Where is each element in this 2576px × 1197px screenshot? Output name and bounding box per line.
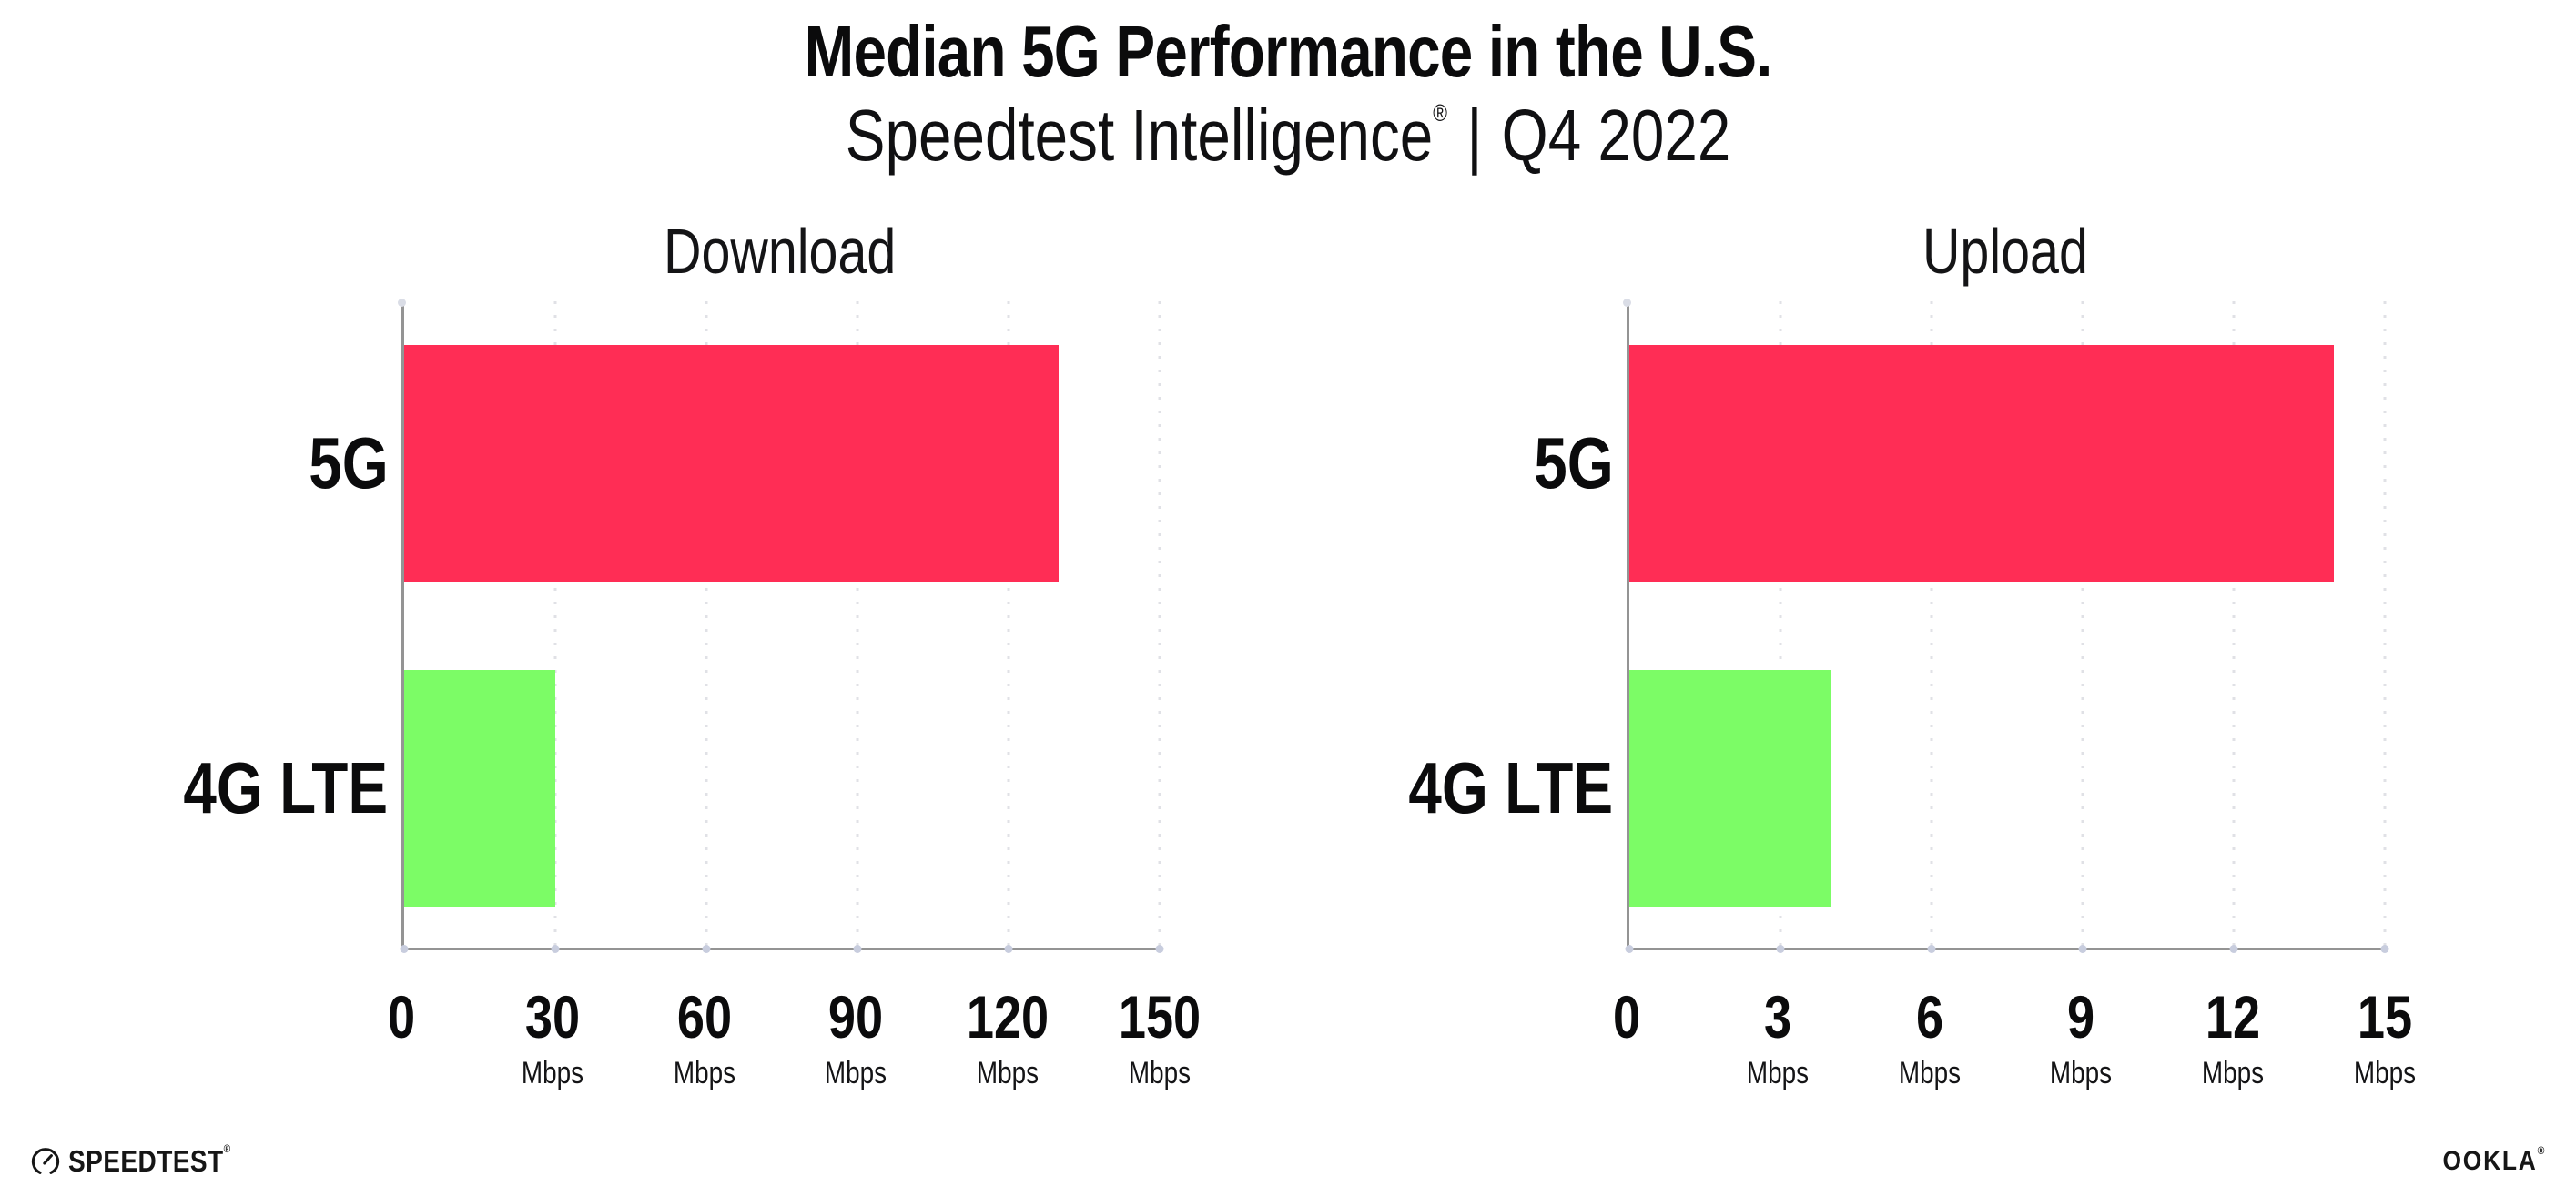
gridline-3 (1779, 300, 1781, 948)
gridline-9 (2081, 300, 2084, 948)
4g-lte-label: 4G LTE (1408, 746, 1614, 828)
upload-chart: Upload 5G 4G LTE 0 3 Mbps 6 Mbps 9 Mbps 12 Mbps 15… (1409, 215, 2416, 1114)
x-tick-60: 60 Mbps (666, 987, 742, 1089)
download-plot-area (397, 298, 1163, 953)
upload-plot-wrap: 0 3 Mbps 6 Mbps 9 Mbps 12 Mbps 15 Mbps (1612, 298, 2416, 1114)
upload-category-axis: 5G 4G LTE (1409, 301, 1627, 950)
x-tick-value: 15 (2357, 982, 2412, 1050)
x-tick-90: 90 Mbps (818, 987, 894, 1089)
ookla-wordmark: OOKLA (2442, 1146, 2538, 1176)
upload-chart-title: Upload (1922, 215, 2088, 287)
x-tick-unit: Mbps (1898, 1055, 1961, 1090)
x-tick-0: 0 (384, 987, 418, 1047)
x-tick-30: 30 Mbps (515, 987, 591, 1089)
axis-tick-dot-12 (2229, 944, 2237, 953)
gridline-6 (1930, 300, 1932, 948)
footer: SPEEDTEST® OOKLA® (31, 1142, 2546, 1179)
subtitle-separator: | (1466, 95, 1483, 177)
gridline-15 (2383, 300, 2386, 948)
axis-tick-dot-6 (1927, 944, 1935, 953)
axis-tick-dot-90 (853, 944, 861, 953)
gridline-150 (1158, 300, 1161, 948)
5g-bar (1628, 345, 2335, 583)
x-tick-150: 150 Mbps (1109, 987, 1209, 1089)
x-tick-value: 6 (1915, 982, 1943, 1050)
download-chart-body: 5G 4G LTE 0 30 Mbps 60 Mbps 90 Mbps 120 Mbps 150 Mb… (184, 298, 1201, 1114)
page-subtitle: Speedtest Intelligence® | Q4 2022 (0, 96, 2576, 175)
ookla-registered-mark: ® (2537, 1144, 2546, 1157)
x-tick-unit: Mbps (976, 1055, 1039, 1090)
x-tick-9: 9 Mbps (2044, 987, 2119, 1089)
x-tick-unit: Mbps (1128, 1055, 1191, 1090)
page-title: Median 5G Performance in the U.S. (0, 11, 2576, 92)
gridline-12 (2232, 300, 2235, 948)
upload-plot-area (1622, 298, 2388, 953)
gridline-120 (1007, 300, 1009, 948)
axis-tick-dot-30 (551, 944, 559, 953)
x-tick-value: 30 (524, 982, 581, 1050)
download-chart-title: Download (664, 215, 897, 287)
download-category-axis: 5G 4G LTE (184, 301, 401, 950)
download-plot-wrap: 0 30 Mbps 60 Mbps 90 Mbps 120 Mbps 150 Mbps (387, 298, 1201, 1114)
subtitle-brand: Speedtest Intelligence (845, 95, 1434, 177)
x-tick-value: 90 (828, 982, 884, 1050)
x-tick-value: 120 (966, 982, 1050, 1050)
4g-lte-bar (403, 669, 555, 907)
subtitle-period: Q4 2022 (1501, 95, 1731, 177)
x-tick-unit: Mbps (825, 1055, 887, 1090)
registered-trademark-mark: ® (1433, 99, 1447, 127)
speedtest-registered-mark: ® (223, 1142, 231, 1155)
axis-tick-dot-150 (1155, 944, 1163, 953)
header: Median 5G Performance in the U.S. Speedt… (0, 0, 2576, 176)
x-tick-value: 60 (676, 982, 732, 1050)
x-tick-unit: Mbps (1747, 1055, 1810, 1090)
charts-row: Download 5G 4G LTE 0 30 Mbps 60 Mbps 90 Mbps 120… (0, 215, 2576, 1114)
axis-tick-dot-0 (1625, 944, 1633, 953)
axis-tick-dot-3 (1776, 944, 1784, 953)
speedtest-gauge-icon (31, 1148, 60, 1174)
x-tick-value: 3 (1764, 982, 1792, 1050)
page-title-text: Median 5G Performance in the U.S. (804, 11, 1773, 92)
5g-bar (403, 345, 1059, 583)
x-tick-0: 0 (1609, 987, 1643, 1047)
axis-tick-dot-9 (2078, 944, 2086, 953)
download-x-axis-labels: 0 30 Mbps 60 Mbps 90 Mbps 120 Mbps 150 Mbps (387, 987, 1200, 1114)
x-tick-unit: Mbps (2201, 1055, 2264, 1090)
x-tick-value: 0 (387, 982, 415, 1050)
axis-tick-dot-0 (400, 944, 408, 953)
x-tick-15: 15 Mbps (2347, 987, 2422, 1089)
gridline-60 (705, 300, 707, 948)
x-tick-value: 150 (1118, 982, 1201, 1050)
x-tick-unit: Mbps (522, 1055, 584, 1090)
axis-tick-dot-120 (1004, 944, 1012, 953)
x-tick-120: 120 Mbps (958, 987, 1058, 1089)
4g-lte-label: 4G LTE (183, 746, 389, 828)
gridline-30 (553, 300, 556, 948)
5g-label: 5G (1533, 422, 1614, 504)
x-tick-value: 12 (2205, 982, 2260, 1050)
x-tick-6: 6 Mbps (1891, 987, 1967, 1089)
upload-chart-body: 5G 4G LTE 0 3 Mbps 6 Mbps 9 Mbps 12 Mbps 15 Mbps (1409, 298, 2416, 1114)
x-tick-unit: Mbps (2050, 1055, 2113, 1090)
4g-lte-bar (1628, 669, 1831, 907)
axis-tick-dot-60 (702, 944, 710, 953)
gridline-90 (856, 300, 858, 948)
upload-x-axis-labels: 0 3 Mbps 6 Mbps 9 Mbps 12 Mbps 15 Mbps (1612, 987, 2415, 1114)
ookla-logo: OOKLA® (2442, 1144, 2546, 1177)
axis-tick-dot-15 (2380, 944, 2388, 953)
speedtest-logo: SPEEDTEST® (31, 1142, 259, 1179)
x-tick-12: 12 Mbps (2195, 987, 2270, 1089)
x-tick-unit: Mbps (673, 1055, 735, 1090)
x-tick-value: 9 (2067, 982, 2095, 1050)
5g-label: 5G (308, 422, 389, 504)
speedtest-wordmark: SPEEDTEST® (68, 1142, 231, 1178)
x-tick-3: 3 Mbps (1740, 987, 1816, 1089)
x-tick-value: 0 (1612, 982, 1640, 1050)
download-chart: Download 5G 4G LTE 0 30 Mbps 60 Mbps 90 Mbps 120… (184, 215, 1201, 1114)
x-tick-unit: Mbps (2353, 1055, 2416, 1090)
